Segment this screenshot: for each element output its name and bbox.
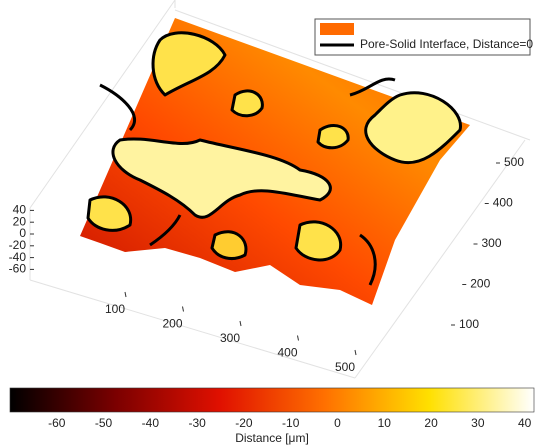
legend-swatch — [320, 23, 354, 35]
colorbar-tick-label: -50 — [95, 416, 113, 430]
y-tick-label: 200 — [470, 277, 490, 291]
y-tick-label: 500 — [504, 155, 524, 169]
x-tick-label: 400 — [277, 346, 297, 360]
surface — [80, 18, 470, 305]
colorbar-tick-label: -30 — [188, 416, 206, 430]
z-tick-label: -60 — [9, 262, 27, 276]
x-tick — [298, 336, 299, 341]
colorbar-tick-label: 30 — [471, 416, 485, 430]
y-tick-label: 300 — [482, 236, 502, 250]
colorbar-label: Distance [μm] — [235, 431, 309, 445]
colorbar-tick-label: 40 — [518, 416, 532, 430]
colorbar-tick-label: 0 — [334, 416, 341, 430]
x-tick — [125, 292, 126, 297]
x-tick — [183, 307, 184, 312]
colorbar — [10, 388, 534, 412]
x-tick-label: 300 — [220, 331, 240, 345]
colorbar-tick-label: -20 — [235, 416, 253, 430]
x-tick-label: 200 — [162, 317, 182, 331]
x-tick — [240, 321, 241, 326]
x-tick — [355, 350, 356, 355]
chart: 10020030040050010020030040050040200-20-4… — [0, 0, 536, 446]
colorbar-tick-label: 10 — [378, 416, 392, 430]
x-tick-label: 500 — [335, 360, 355, 374]
x-tick-label: 100 — [105, 302, 125, 316]
y-tick-label: 100 — [459, 317, 479, 331]
colorbar-tick-label: -10 — [282, 416, 300, 430]
colorbar-tick-label: -40 — [142, 416, 160, 430]
legend: Pore-Solid Interface, Distance=0 — [315, 19, 533, 55]
legend-label: Pore-Solid Interface, Distance=0 — [360, 37, 533, 51]
colorbar-tick-label: -60 — [48, 416, 66, 430]
y-tick-label: 400 — [493, 196, 513, 210]
colorbar-tick-label: 20 — [424, 416, 438, 430]
